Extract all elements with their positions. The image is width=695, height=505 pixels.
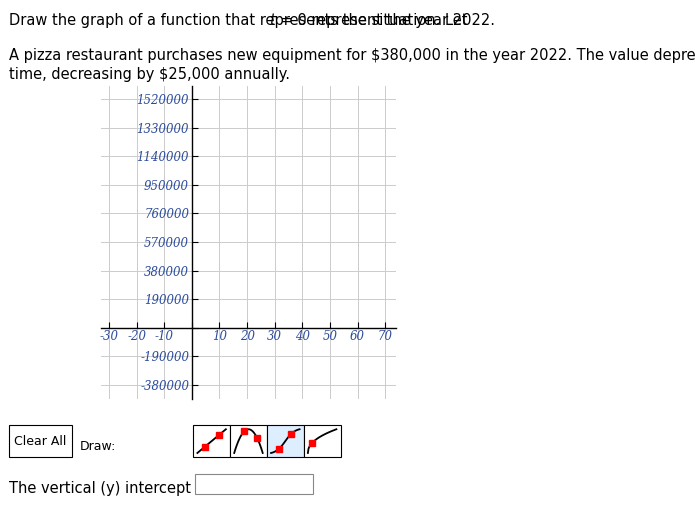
Bar (267, 425, 304, 457)
Text: Draw:: Draw: (80, 440, 116, 453)
Bar (193, 425, 230, 457)
Bar (9, 425, 72, 457)
Text: The vertical (y) intercept is: The vertical (y) intercept is (9, 481, 208, 496)
Text: t: t (269, 13, 275, 28)
Text: time, decreasing by $25,000 annually.: time, decreasing by $25,000 annually. (9, 67, 290, 82)
Text: A pizza restaurant purchases new equipment for $380,000 in the year 2022. The va: A pizza restaurant purchases new equipme… (9, 48, 695, 63)
Bar (304, 425, 341, 457)
Bar (230, 425, 267, 457)
Text: Draw the graph of a function that represents the situation. Let: Draw the graph of a function that repres… (9, 13, 472, 28)
Text: Clear All: Clear All (14, 435, 67, 447)
Bar (195, 474, 313, 494)
Text: = 0 represent the year 2022.: = 0 represent the year 2022. (276, 13, 495, 28)
